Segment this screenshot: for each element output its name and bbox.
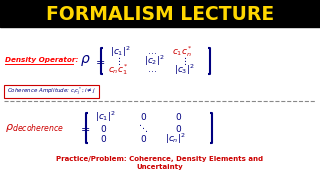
Text: $\rho_{decoherence}$: $\rho_{decoherence}$ (5, 122, 64, 134)
Text: $c_nc_1^*$: $c_nc_1^*$ (108, 62, 129, 77)
Bar (0, 0, 320, 27)
Text: $0$: $0$ (175, 111, 182, 123)
Text: Uncertainty: Uncertainty (137, 164, 183, 170)
Text: $|c_n|^2$: $|c_n|^2$ (165, 132, 186, 146)
Text: $=$: $=$ (78, 123, 90, 133)
Text: Practice/Problem: Coherence, Density Elements and: Practice/Problem: Coherence, Density Ele… (56, 156, 264, 162)
Bar (0, 27, 320, 180)
Text: $0$: $0$ (100, 123, 107, 134)
Text: $\rho$: $\rho$ (80, 53, 91, 69)
Text: $\ddots$: $\ddots$ (138, 122, 148, 134)
FancyBboxPatch shape (4, 85, 99, 98)
Text: $0$: $0$ (175, 123, 182, 134)
Text: $\ldots$: $\ldots$ (147, 66, 157, 75)
Text: $|c_3|^2$: $|c_3|^2$ (174, 63, 195, 77)
Text: Coherence Amplitude: $c_ic_j^*; i \neq j$: Coherence Amplitude: $c_ic_j^*; i \neq j… (6, 86, 95, 98)
Text: Density Operator:: Density Operator: (5, 57, 78, 63)
Text: $c_1c_n^*$: $c_1c_n^*$ (172, 45, 193, 59)
Text: $|c_1|^2$: $|c_1|^2$ (110, 45, 131, 59)
Text: $0$: $0$ (100, 134, 107, 145)
Text: $|c_1|^2$: $|c_1|^2$ (95, 110, 116, 124)
Text: $=$: $=$ (93, 56, 105, 66)
Text: $|c_2|^2$: $|c_2|^2$ (144, 54, 165, 68)
Text: $0$: $0$ (140, 134, 147, 145)
Text: $\vdots$: $\vdots$ (114, 55, 121, 67)
Text: $\ldots$: $\ldots$ (147, 48, 157, 57)
Text: FORMALISM LECTURE: FORMALISM LECTURE (46, 4, 274, 24)
Text: $\vdots$: $\vdots$ (180, 55, 187, 67)
Text: $0$: $0$ (140, 111, 147, 123)
